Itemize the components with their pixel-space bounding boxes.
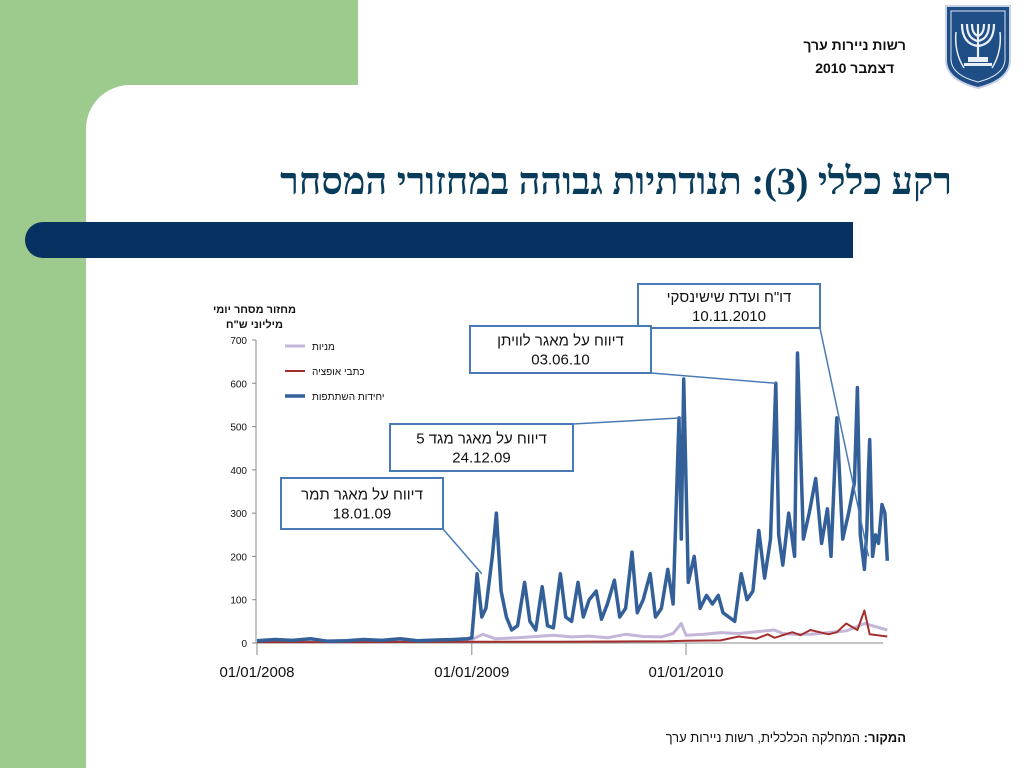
legend-label-0: מניות xyxy=(312,342,335,353)
annotation-line1-0: דו"ח ועדת שישינסקי xyxy=(667,289,792,306)
state-emblem-menorah-icon xyxy=(945,5,1011,90)
org-name: רשות ניירות ערך xyxy=(803,37,906,53)
y-tick-label: 500 xyxy=(230,423,247,434)
legend-label-1: כתבי אופציה xyxy=(312,367,365,378)
slide-title: רקע כללי (3): תנודתיות גבוהה במחזורי המס… xyxy=(280,161,952,203)
slide-date: דצמבר 2010 xyxy=(815,60,895,76)
annotation-leader-0 xyxy=(819,327,870,557)
annotation-box-2 xyxy=(389,423,574,472)
y-axis-label-line1: מחזור מסחר יומי xyxy=(213,304,296,316)
annotation-line1-3: דיווח על מאגר תמר xyxy=(301,487,423,504)
x-tick-label: 01/01/2010 xyxy=(648,664,723,681)
annotation-box-1 xyxy=(469,325,652,374)
annotation-leader-1 xyxy=(650,372,776,385)
legend-label-2: יחידות השתתפות xyxy=(312,392,384,403)
source-text: המחלקה הכלכלית, רשות ניירות ערך xyxy=(665,730,861,745)
annotation-box-0 xyxy=(637,283,821,329)
x-tick-label: 01/01/2008 xyxy=(219,664,294,681)
title-underline-bar xyxy=(25,222,853,258)
annotation-line2-3: 18.01.09 xyxy=(333,506,391,523)
annotation-line2-1: 03.06.10 xyxy=(531,352,589,369)
y-tick-label: 700 xyxy=(230,336,247,347)
annotation-line2-0: 10.11.2010 xyxy=(692,308,766,325)
annotation-line1-1: דיווח על מאגר לוויתן xyxy=(497,333,624,350)
annotation-leader-3 xyxy=(442,528,483,575)
y-axis-label-line2: מיליוני ש"ח xyxy=(226,318,283,331)
annotation-box-3 xyxy=(280,477,444,530)
y-tick-label: 300 xyxy=(230,509,247,520)
y-tick-label: 400 xyxy=(230,466,247,477)
x-tick-label: 01/01/2009 xyxy=(434,664,509,681)
header-area xyxy=(358,0,1024,90)
annotation-line1-2: דיווח על מאגר מגד 5 xyxy=(416,431,547,448)
y-tick-label: 200 xyxy=(230,552,247,563)
source-note: המקור: המחלקה הכלכלית, רשות ניירות ערך xyxy=(666,730,906,745)
y-tick-label: 100 xyxy=(230,596,247,607)
y-tick-label: 0 xyxy=(241,639,247,650)
org-header: רשות ניירות ערך דצמבר 2010 xyxy=(803,34,906,80)
annotation-line2-2: 24.12.09 xyxy=(452,450,510,467)
series-line-1 xyxy=(257,609,888,644)
y-tick-label: 600 xyxy=(230,379,247,390)
annotation-leader-2 xyxy=(572,417,682,425)
source-label: המקור: xyxy=(863,730,906,745)
series-line-2 xyxy=(256,351,890,644)
